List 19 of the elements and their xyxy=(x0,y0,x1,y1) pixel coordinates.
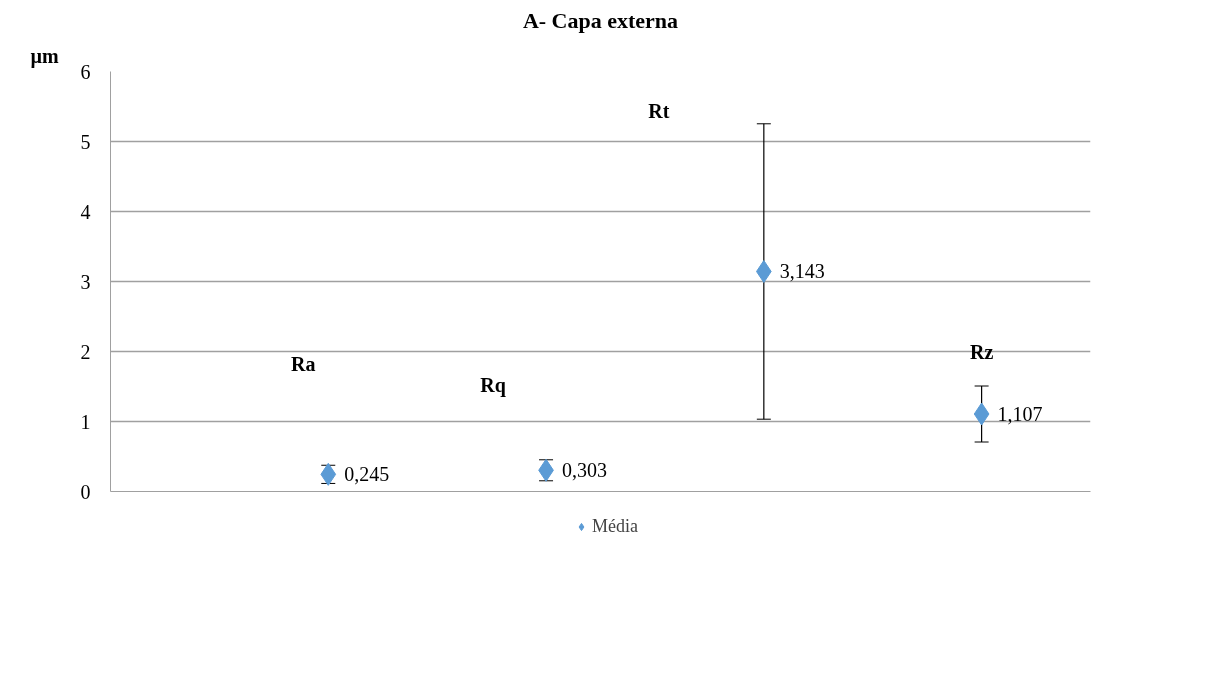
y-tick-label: 1 xyxy=(80,410,91,433)
y-axis-title: µm xyxy=(30,44,60,68)
chart-title: A- Capa externa xyxy=(522,7,679,33)
legend-label: Média xyxy=(592,515,638,537)
y-tick-label: 6 xyxy=(80,60,91,83)
y-tick-label: 3 xyxy=(80,270,91,293)
annotation: Rz xyxy=(969,341,994,364)
annotation: Ra xyxy=(291,353,316,376)
annotation: Rq xyxy=(480,374,506,398)
point xyxy=(973,402,990,426)
data-label: 0,245 xyxy=(344,463,390,486)
y-tick-label: 4 xyxy=(80,200,91,223)
data-label: 1,107 xyxy=(997,403,1043,426)
y-tick-label: 2 xyxy=(80,340,91,363)
data-label: 0,303 xyxy=(562,459,608,482)
y-tick-label: 0 xyxy=(80,480,91,503)
data-label: 3,143 xyxy=(779,260,825,283)
y-tick-label: 5 xyxy=(80,130,91,153)
annotation: Rt xyxy=(648,100,670,123)
